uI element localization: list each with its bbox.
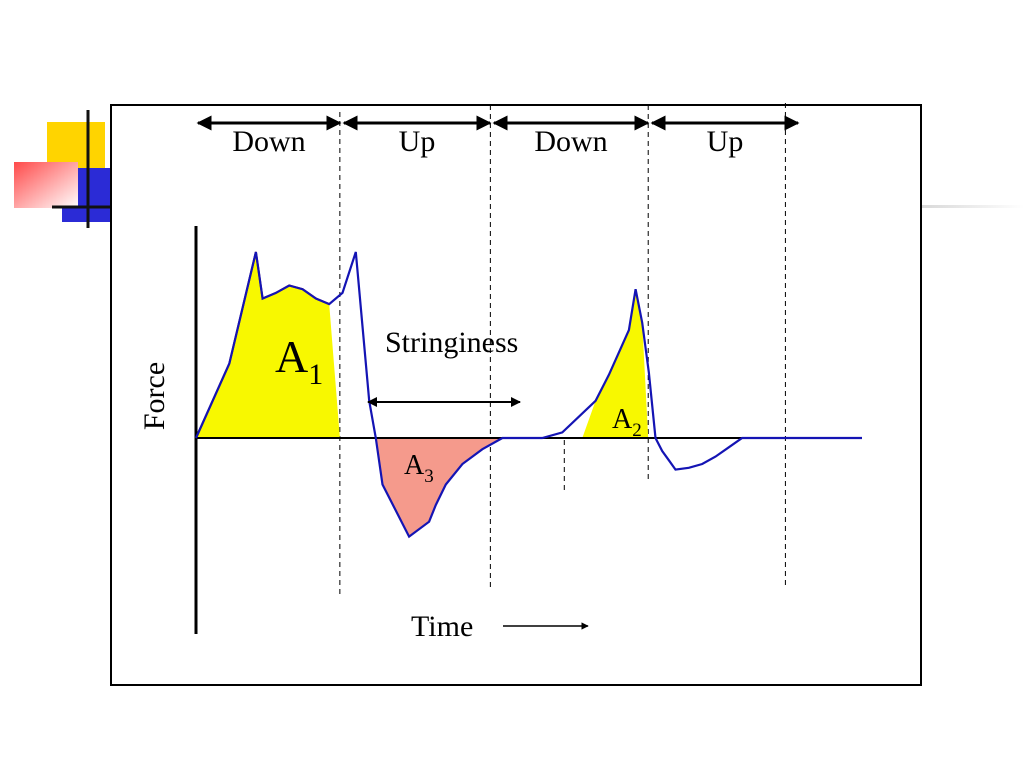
- decor-fade-line: [920, 205, 1024, 208]
- area-a3-label: A3: [404, 450, 434, 487]
- phase-label-2: Up: [399, 125, 436, 158]
- corner-decoration: [14, 110, 1024, 228]
- area-a1-label-sub: 1: [308, 358, 323, 391]
- phase-label-4: Up: [707, 125, 744, 158]
- area-a2-fill: [582, 289, 649, 438]
- area-a1-label-base: A: [275, 331, 308, 382]
- area-a2-label-sub: 2: [632, 420, 642, 441]
- phase-label-1: Down: [232, 125, 305, 158]
- area-a2-label: A2: [612, 404, 642, 441]
- area-a1-fill: [196, 252, 340, 438]
- phase-arrows: Down Up Down Up: [196, 115, 800, 158]
- phase-label-3: Down: [534, 125, 607, 158]
- force-curve: [194, 251, 862, 539]
- red-square: [14, 162, 78, 208]
- phase-markers: [339, 103, 786, 598]
- stringiness-label: Stringiness: [385, 326, 518, 359]
- area-a3-label-base: A: [404, 450, 425, 481]
- y-axis-label: Force: [138, 362, 171, 430]
- area-a3-fill: [375, 438, 529, 537]
- x-axis-label: Time: [411, 610, 473, 643]
- area-a2-label-base: A: [612, 404, 633, 435]
- area-a1-label: A1: [275, 331, 323, 391]
- area-a3-label-sub: 3: [424, 466, 434, 487]
